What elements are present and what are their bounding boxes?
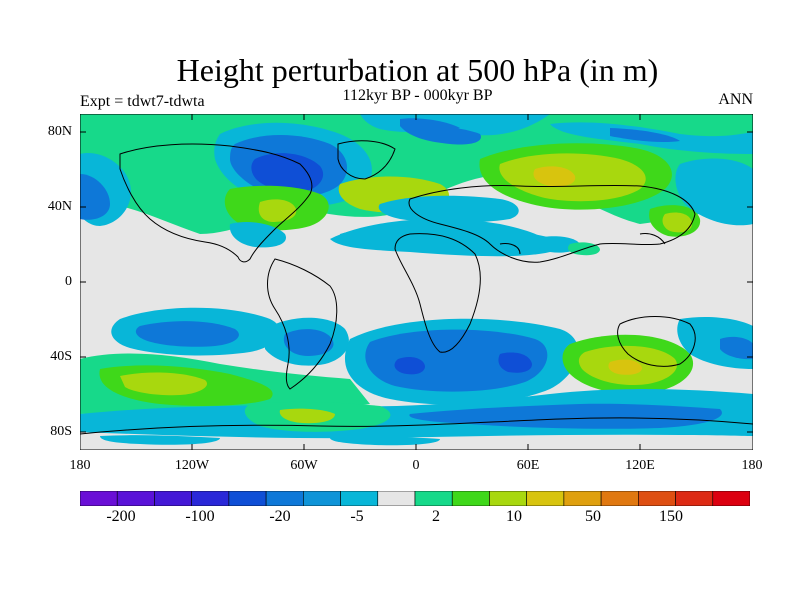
colorbar-swatch (563, 491, 602, 506)
plot-title: Height perturbation at 500 hPa (in m) (176, 52, 659, 88)
lat-label-80s: 80S (50, 424, 72, 439)
colorbar-swatch (80, 491, 118, 506)
colorbar-swatch (526, 491, 565, 506)
lat-label-40n: 40N (47, 199, 72, 214)
height-perturbation-map (80, 114, 753, 450)
na-low-dark (251, 153, 324, 193)
lon-label-60e: 60E (516, 458, 540, 473)
north-band-blue-west (80, 174, 110, 220)
colorbar-swatch (600, 491, 639, 506)
colorbar-swatch (191, 491, 230, 506)
colorbar-swatch (154, 491, 192, 506)
experiment-label: Expt = tdwt7-tdwta (80, 93, 205, 110)
colorbar (80, 491, 750, 506)
europe-cyan (378, 195, 519, 223)
south-pacific-lime (120, 372, 208, 396)
lon-label-60w: 60W (290, 458, 318, 473)
lat-label-80n: 80N (47, 124, 72, 139)
pacific-high-lime (662, 212, 692, 233)
south-indian-low-blue (365, 329, 548, 392)
tasman-blue (720, 336, 753, 360)
colorbar-swatch (638, 491, 676, 506)
south-indian-low-dark2 (394, 356, 425, 375)
lon-label-0: 0 (412, 458, 420, 473)
plot-subtitle: 112kyr BP - 000kyr BP (342, 87, 493, 104)
colorbar-swatch (303, 491, 341, 506)
colorbar-swatch (116, 491, 155, 506)
colorbar-label: -5 (350, 508, 364, 525)
axis-ticks (80, 114, 753, 450)
asia-high-yellow (533, 166, 576, 187)
australia-high-yellow (608, 359, 642, 375)
antarctic-cyan-bottom (100, 435, 220, 445)
season-label: ANN (718, 91, 753, 108)
colorbar-label: 150 (659, 508, 683, 525)
colorbar-label: 2 (432, 508, 440, 525)
colorbar-swatch (712, 491, 750, 506)
south-atlantic-blue (283, 329, 334, 356)
colorbar-swatch (265, 491, 304, 506)
coastlines (80, 140, 753, 435)
arctic-east-blue (610, 128, 680, 143)
antarctic-lime (279, 408, 335, 424)
south-indian-low-dark (498, 352, 532, 373)
colorbar-swatch (340, 491, 379, 506)
north-band-cyan-east (675, 158, 753, 226)
colorbar-label: -20 (269, 508, 291, 525)
lon-label-180w: 180 (69, 458, 91, 473)
lon-label-180e: 180 (741, 458, 763, 473)
antarctic-cyan-bottom2 (330, 436, 440, 446)
colorbar-swatch (377, 491, 416, 506)
atlantic-high-lime2 (258, 199, 297, 222)
lat-label-40s: 40S (50, 349, 72, 364)
colorbar-label: 50 (585, 508, 601, 525)
colorbar-swatch (675, 491, 714, 506)
lon-label-120e: 120E (625, 458, 655, 473)
colorbar-swatch (414, 491, 453, 506)
colorbar-swatch (489, 491, 527, 506)
colorbar-label: 10 (506, 508, 522, 525)
us-east-cyan (229, 222, 286, 248)
colorbar-swatch (451, 491, 490, 506)
lon-label-120w: 120W (174, 458, 210, 473)
colorbar-swatch (228, 491, 267, 506)
colorbar-label: -100 (185, 508, 215, 525)
south-pacific-blue-west (135, 321, 239, 347)
europe-blue (400, 125, 481, 145)
lat-label-0: 0 (65, 274, 72, 289)
colorbar-label: -200 (106, 508, 136, 525)
